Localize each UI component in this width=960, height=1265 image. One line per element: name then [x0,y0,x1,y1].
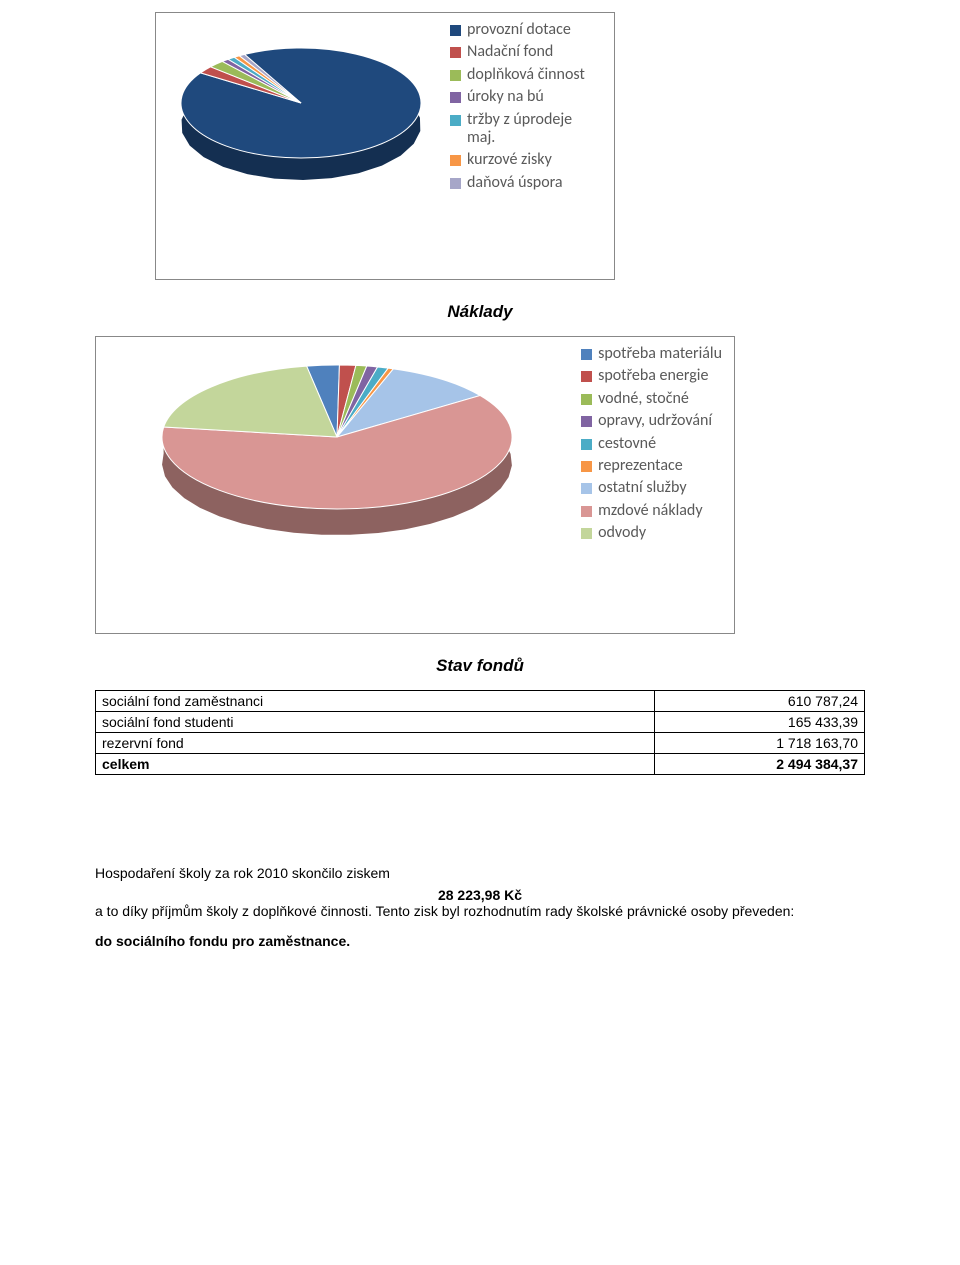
fund-table: sociální fond zaměstnanci610 787,24sociá… [95,690,865,775]
legend-item: daňová úspora [450,174,602,192]
legend-item: vodné, stočné [581,390,722,408]
legend-label: Nadační fond [467,43,553,61]
pie-area-2 [96,337,577,567]
legend-swatch [581,461,592,472]
chart-costs: spotřeba materiálu spotřeba energie vodné,… [95,336,735,634]
legend-swatch [450,178,461,189]
legend-swatch [450,92,461,103]
legend-swatch [581,394,592,405]
legend-item: ostatní služby [581,479,722,497]
fund-value: 2 494 384,37 [655,754,865,775]
chart-revenue: provozní dotace Nadační fond doplňková čin… [155,12,615,280]
legend-label: spotřeba energie [598,367,708,385]
table-row: sociální fond studenti165 433,39 [96,712,865,733]
legend-label: ostatní služby [598,479,686,497]
legend-label: opravy, udržování [598,412,712,430]
legend-swatch [581,349,592,360]
legend-label: provozní dotace [467,21,571,39]
legend-swatch [450,70,461,81]
hospodareni-line2: a to díky příjmům školy z doplňkové činn… [95,903,865,919]
legend-label: reprezentace [598,457,683,475]
pie-svg-2 [127,337,547,567]
legend-label: odvody [598,524,646,542]
legend-swatch [581,506,592,517]
legend-swatch [581,416,592,427]
legend-item: odvody [581,524,722,542]
legend-item: kurzové zisky [450,151,602,169]
legend-label: úroky na bú [467,88,544,106]
legend-label: doplňková činnost [467,66,585,84]
section-title-naklady: Náklady [95,302,865,322]
table-row: sociální fond zaměstnanci610 787,24 [96,691,865,712]
fund-label: sociální fond studenti [96,712,655,733]
legend-label: spotřeba materiálu [598,345,722,363]
legend-item: opravy, udržování [581,412,722,430]
table-row: celkem2 494 384,37 [96,754,865,775]
fund-value: 1 718 163,70 [655,733,865,754]
legend-revenue: provozní dotace Nadační fond doplňková čin… [446,13,614,204]
legend-label: tržby z úprodeje maj. [467,111,602,148]
pie-svg-1 [156,13,446,213]
legend-swatch [581,371,592,382]
legend-swatch [450,155,461,166]
legend-swatch [450,25,461,36]
fund-value: 610 787,24 [655,691,865,712]
hospodareni-amount: 28 223,98 Kč [95,887,865,903]
fund-label: sociální fond zaměstnanci [96,691,655,712]
hospodareni-final: do sociálního fondu pro zaměstnance. [95,933,865,949]
pie-area-1 [156,13,446,213]
legend-label: mzdové náklady [598,502,703,520]
fund-value: 165 433,39 [655,712,865,733]
legend-label: vodné, stočné [598,390,689,408]
legend-label: kurzové zisky [467,151,552,169]
legend-label: cestovné [598,435,656,453]
legend-item: provozní dotace [450,21,602,39]
legend-item: spotřeba energie [581,367,722,385]
section-title-fondy: Stav fondů [95,656,865,676]
legend-swatch [581,483,592,494]
legend-swatch [581,528,592,539]
legend-label: daňová úspora [467,174,563,192]
legend-swatch [450,115,461,126]
legend-item: tržby z úprodeje maj. [450,111,602,148]
hospodareni-line1: Hospodaření školy za rok 2010 skončilo z… [95,865,865,881]
fund-label: rezervní fond [96,733,655,754]
table-row: rezervní fond1 718 163,70 [96,733,865,754]
legend-item: Nadační fond [450,43,602,61]
legend-item: mzdové náklady [581,502,722,520]
legend-swatch [450,47,461,58]
legend-item: spotřeba materiálu [581,345,722,363]
legend-costs: spotřeba materiálu spotřeba energie vodné,… [577,337,734,555]
legend-item: reprezentace [581,457,722,475]
legend-swatch [581,439,592,450]
legend-item: cestovné [581,435,722,453]
legend-item: úroky na bú [450,88,602,106]
legend-item: doplňková činnost [450,66,602,84]
fund-label: celkem [96,754,655,775]
